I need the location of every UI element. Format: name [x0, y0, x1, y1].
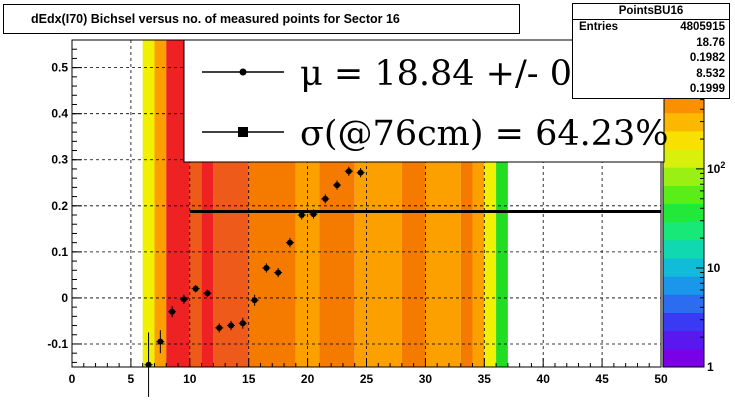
y-tick-label: 0.3	[51, 153, 68, 167]
colorbar-segment	[663, 348, 704, 368]
stats-value: 0.1999	[689, 83, 725, 95]
y-tick-label: 0.5	[51, 61, 68, 75]
stats-box: PointsBU16 Entries 4805915 18.76 0.1982 …	[572, 3, 730, 99]
x-tick-label: 40	[537, 372, 551, 386]
stats-row: 0.1982	[573, 51, 729, 67]
x-tick-label: 45	[595, 372, 609, 386]
data-point	[298, 212, 305, 219]
y-tick-label: 0.4	[51, 107, 68, 121]
data-point	[345, 168, 352, 175]
colorbar-segment	[663, 294, 704, 313]
data-point	[334, 182, 341, 189]
stats-value: 18.76	[696, 36, 725, 49]
data-point	[286, 239, 293, 246]
heatmap-cell	[484, 40, 497, 367]
x-tick-label: 35	[478, 372, 492, 386]
x-tick-label: 50	[654, 372, 668, 386]
heatmap-cell	[496, 40, 508, 367]
colorbar-segment	[663, 94, 704, 114]
heatmap-cell	[189, 40, 202, 367]
heatmap-cell	[154, 40, 167, 367]
colorbar-tick-label: 10	[707, 261, 721, 275]
data-point	[239, 320, 246, 327]
data-point	[180, 296, 187, 303]
colorbar-segment	[663, 258, 704, 277]
data-point	[251, 297, 258, 304]
legend-mu-marker	[239, 68, 247, 76]
x-tick-label: 20	[301, 372, 315, 386]
colorbar-segment	[663, 185, 704, 204]
colorbar-tick-label: 1	[707, 360, 714, 374]
colorbar-segment	[663, 221, 704, 241]
y-tick-label: -0.1	[47, 337, 68, 351]
stats-value: 0.1982	[689, 52, 725, 64]
heatmap-cell	[472, 40, 485, 367]
colorbar-segment	[663, 112, 704, 132]
colorbar-segment	[663, 239, 704, 259]
data-point	[216, 324, 223, 331]
stats-label: Entries	[579, 21, 618, 33]
stats-row: 18.76	[573, 36, 729, 52]
stats-value: 4805915	[680, 21, 725, 33]
colorbar-segment	[663, 203, 704, 223]
y-tick-label: 0.2	[51, 199, 68, 213]
legend-sigma-marker	[238, 127, 248, 137]
chart-title: dEdx(I70) Bichsel versus no. of measured…	[3, 4, 520, 34]
data-point	[169, 308, 176, 315]
heatmap-cell	[142, 40, 155, 367]
colorbar-segment	[663, 130, 704, 150]
x-tick-label: 10	[183, 372, 197, 386]
stats-name: PointsBU16	[573, 4, 729, 20]
data-point	[275, 269, 282, 276]
data-point	[263, 264, 270, 271]
data-point	[357, 169, 364, 176]
data-point	[322, 195, 329, 202]
colorbar-segment	[663, 330, 704, 350]
stats-row-entries: Entries 4805915	[573, 20, 729, 36]
stats-row: 0.1999	[573, 82, 729, 98]
colorbar-segment	[663, 312, 704, 332]
colorbar-segment	[663, 167, 704, 186]
legend-sigma-text: σ(@76cm) = 64.23%	[300, 114, 669, 154]
y-tick-label: 0	[61, 291, 68, 305]
data-point	[145, 361, 152, 368]
data-point	[192, 285, 199, 292]
axes-layer: 0 5 10 15 20 25 30 35 40 45 50 -0.1 0 0.1 0.2 0.3 0.4 0.5	[47, 48, 668, 386]
x-tick-label: 25	[360, 372, 374, 386]
stats-row: 8.532	[573, 67, 729, 83]
y-tick-label: 0.1	[51, 245, 68, 259]
x-tick-label: 0	[69, 372, 76, 386]
colorbar-tick-label: 102	[707, 160, 725, 176]
colorbar-segment	[663, 149, 704, 168]
data-point	[204, 290, 211, 297]
x-tick-label: 5	[128, 372, 135, 386]
heatmap-cell	[460, 40, 473, 367]
data-points-layer	[144, 166, 365, 397]
x-tick-label: 30	[419, 372, 433, 386]
data-point	[228, 322, 235, 329]
heatmap-cell	[201, 40, 214, 367]
stats-value: 8.532	[696, 67, 725, 80]
colorbar-segment	[663, 276, 704, 295]
data-point	[157, 338, 164, 345]
x-tick-label: 15	[242, 372, 256, 386]
